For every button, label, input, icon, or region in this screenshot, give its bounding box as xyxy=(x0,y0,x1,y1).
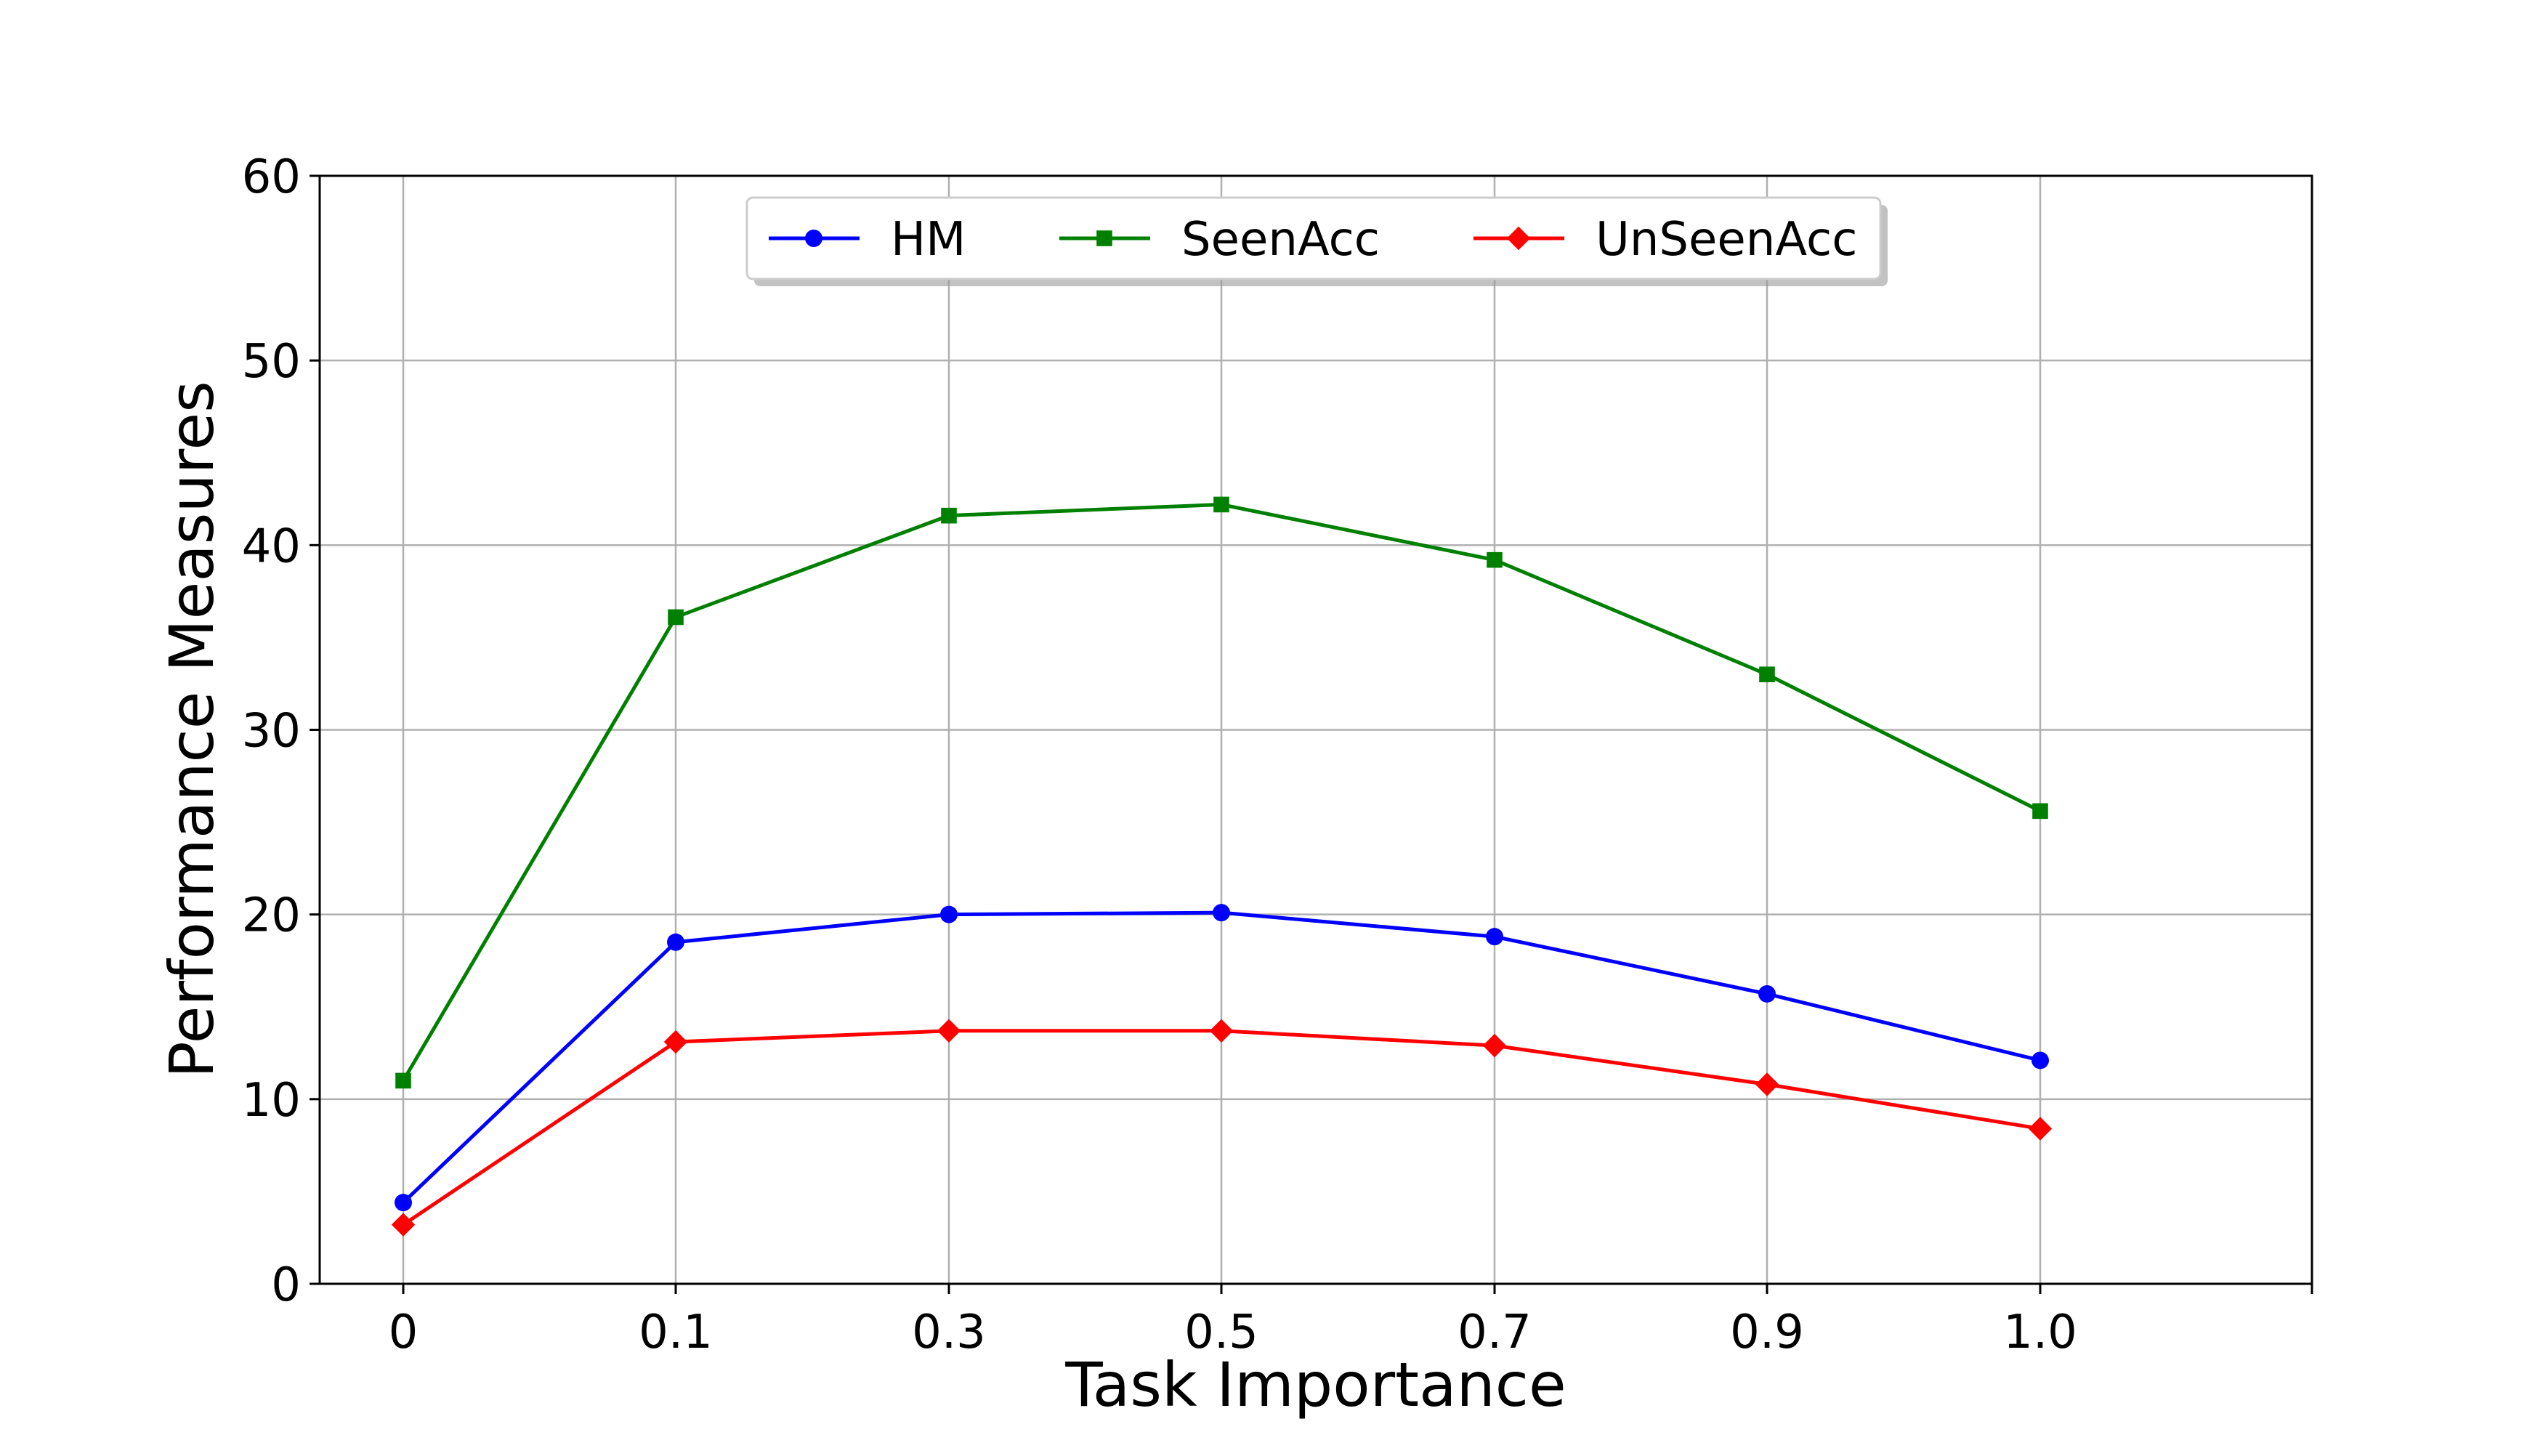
data-point-unseenacc xyxy=(1482,1033,1507,1058)
x-tick-label: 0.9 xyxy=(1730,1306,1804,1359)
y-axis-title: Performance Measures xyxy=(156,381,227,1078)
data-point-hm xyxy=(1486,928,1503,946)
x-tick-label: 0.3 xyxy=(912,1306,986,1359)
data-point-unseenacc xyxy=(391,1213,416,1237)
y-tick-label: 40 xyxy=(242,519,301,573)
data-point-hm xyxy=(2031,1051,2049,1069)
data-point-hm xyxy=(667,933,684,951)
x-tick-label: 0 xyxy=(389,1306,419,1359)
legend-marker-unseenacc xyxy=(1506,226,1531,251)
legend-label-unseenacc: UnSeenAcc xyxy=(1596,213,1857,267)
data-point-hm xyxy=(1758,984,1776,1003)
grid-layer xyxy=(320,174,2312,1285)
data-point-unseenacc xyxy=(2028,1117,2053,1141)
y-tick-label: 0 xyxy=(271,1258,301,1312)
data-point-seenacc xyxy=(2032,803,2048,820)
x-tick-label: 0.1 xyxy=(639,1306,713,1359)
legend-marker-hm xyxy=(805,230,822,247)
y-tick-label: 60 xyxy=(242,150,301,204)
data-point-seenacc xyxy=(1759,666,1775,683)
data-point-unseenacc xyxy=(1209,1019,1234,1043)
data-point-hm xyxy=(1213,904,1230,922)
legend-marker-seenacc xyxy=(1096,230,1112,246)
y-tick-label: 10 xyxy=(242,1074,301,1128)
legend-label-seenacc: SeenAcc xyxy=(1181,213,1380,267)
axis-layer: 0 10 20 30 40 50 60 0 0.1 0.3 0.5 0.7 0.9 1.0 xyxy=(242,150,2313,1359)
data-point-seenacc xyxy=(941,507,957,524)
data-point-hm xyxy=(395,1194,412,1212)
x-tick-label: 0.7 xyxy=(1458,1306,1532,1359)
x-tick-label: 1.0 xyxy=(2003,1306,2077,1359)
y-tick-label: 30 xyxy=(242,705,301,759)
y-tick-label: 20 xyxy=(242,889,301,943)
data-point-unseenacc xyxy=(1755,1072,1779,1096)
data-point-seenacc xyxy=(1213,496,1229,513)
data-point-seenacc xyxy=(395,1072,411,1089)
data-point-seenacc xyxy=(668,609,684,626)
legend: HM SeenAcc UnSeenAcc xyxy=(745,196,1888,286)
y-tick-label: 50 xyxy=(242,335,301,389)
data-point-unseenacc xyxy=(663,1030,688,1054)
legend-box xyxy=(745,196,1882,280)
data-point-unseenacc xyxy=(937,1019,961,1043)
data-point-hm xyxy=(940,905,958,923)
data-point-seenacc xyxy=(1487,551,1503,568)
series-layer xyxy=(391,496,2053,1237)
legend-label-hm: HM xyxy=(891,213,966,267)
x-tick-label: 0.5 xyxy=(1184,1306,1258,1359)
x-axis-title: Task Importance xyxy=(1064,1349,1566,1420)
